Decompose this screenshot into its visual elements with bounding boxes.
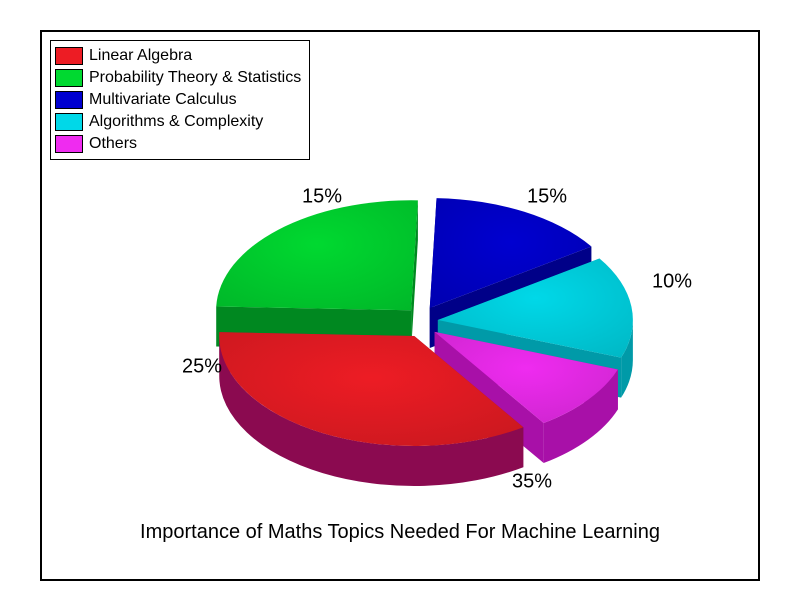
legend-label: Algorithms & Complexity (89, 113, 263, 131)
slice-pct-label: 15% (302, 186, 342, 209)
legend-label: Others (89, 135, 137, 153)
chart-caption: Importance of Maths Topics Needed For Ma… (42, 521, 758, 544)
slice-pct-label: 35% (512, 471, 552, 494)
legend-item: Linear Algebra (55, 45, 301, 67)
legend-item: Probability Theory & Statistics (55, 67, 301, 89)
legend-item: Algorithms & Complexity (55, 111, 301, 133)
legend-swatch (55, 91, 83, 109)
legend-label: Multivariate Calculus (89, 91, 237, 109)
pie-slice-top (216, 200, 418, 310)
outer-frame: Linear Algebra Probability Theory & Stati… (0, 0, 800, 611)
legend-label: Probability Theory & Statistics (89, 69, 301, 87)
chart-frame: Linear Algebra Probability Theory & Stati… (40, 30, 760, 581)
legend-swatch (55, 113, 83, 131)
legend-label: Linear Algebra (89, 47, 192, 65)
slice-pct-label: 25% (182, 356, 222, 379)
slice-pct-label: 10% (652, 271, 692, 294)
legend-item: Multivariate Calculus (55, 89, 301, 111)
legend-item: Others (55, 133, 301, 155)
legend-swatch (55, 135, 83, 153)
legend: Linear Algebra Probability Theory & Stati… (50, 40, 310, 160)
slice-pct-label: 15% (527, 186, 567, 209)
legend-swatch (55, 69, 83, 87)
legend-swatch (55, 47, 83, 65)
